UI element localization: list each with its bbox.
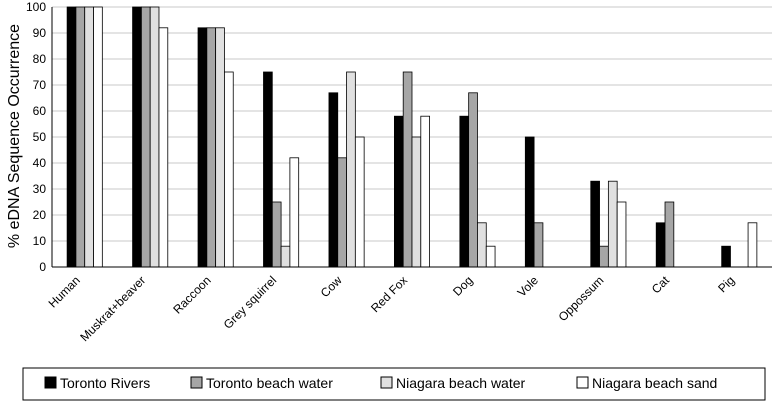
bar — [599, 245, 609, 268]
y-tick-label: 90 — [33, 26, 47, 40]
bar — [354, 136, 365, 268]
bar — [346, 71, 356, 268]
bar — [655, 222, 666, 268]
bar — [485, 245, 496, 268]
bar — [84, 6, 94, 268]
y-tick-label: 40 — [33, 156, 47, 170]
bar — [224, 71, 234, 268]
x-tick-label: Red Fox — [368, 273, 410, 315]
x-tick-label: Pig — [715, 273, 737, 295]
bar — [477, 222, 487, 268]
x-tick-label: Human — [46, 273, 83, 310]
y-axis-label: % eDNA Sequence Occurrence — [6, 24, 23, 248]
legend-label: Toronto beach water — [206, 375, 333, 391]
legend-swatch — [190, 376, 203, 389]
y-tick-label: 10 — [33, 234, 47, 248]
bar — [420, 115, 430, 268]
bar — [93, 6, 103, 268]
bar — [411, 136, 422, 268]
bar — [468, 92, 478, 268]
y-tick-label: 0 — [39, 260, 46, 274]
bar — [393, 115, 404, 268]
bar — [66, 6, 77, 268]
y-tick-labels: 0 10 20 30 40 50 60 70 80 90 100 — [26, 0, 46, 274]
bar — [132, 6, 142, 268]
bar — [149, 6, 160, 268]
y-tick-label: 80 — [33, 52, 47, 66]
bar — [271, 201, 282, 268]
bar — [280, 245, 291, 268]
x-tick-label: Cat — [649, 273, 673, 297]
y-tick-label: 50 — [33, 130, 47, 144]
x-tick-label: Vole — [515, 273, 542, 300]
bar — [140, 6, 151, 268]
legend-swatch — [576, 376, 589, 389]
bar — [524, 136, 535, 268]
bar — [206, 27, 217, 268]
x-tick-label: Muskrat+beaver — [77, 273, 148, 344]
bar — [459, 115, 470, 268]
bar — [337, 157, 347, 268]
bar — [533, 222, 544, 268]
legend-swatch — [44, 376, 57, 389]
axes — [51, 7, 772, 268]
y-tick-label: 20 — [33, 208, 47, 222]
bar — [158, 27, 169, 268]
x-tick-label: Dog — [450, 273, 475, 298]
bar — [215, 27, 225, 268]
bar — [590, 180, 600, 268]
bar — [289, 157, 300, 268]
bar — [607, 180, 618, 268]
y-tick-label: 30 — [33, 182, 47, 196]
x-tick-label: Cow — [318, 273, 345, 300]
x-tick-label: Raccoon — [170, 273, 213, 316]
x-tick-label: Grey squirrel — [221, 273, 279, 331]
legend-label: Niagara beach water — [396, 375, 526, 391]
bar — [616, 201, 627, 268]
bar — [263, 71, 273, 268]
y-tick-label: 100 — [26, 0, 46, 14]
y-tick-label: 70 — [33, 78, 47, 92]
bar — [197, 27, 208, 268]
x-tick-label: Oppossum — [556, 273, 607, 324]
legend-box — [22, 367, 766, 401]
y-tick-label: 60 — [33, 104, 47, 118]
bar — [721, 245, 731, 268]
bar — [747, 222, 758, 268]
legend-label: Niagara beach sand — [592, 375, 717, 391]
bar — [75, 6, 86, 268]
bar — [402, 71, 413, 268]
legend-swatch — [380, 376, 393, 389]
legend-label: Toronto Rivers — [60, 375, 150, 391]
legend: Toronto Rivers Toronto beach water Niagara… — [22, 367, 766, 401]
bar — [328, 92, 339, 268]
bar — [664, 201, 675, 268]
